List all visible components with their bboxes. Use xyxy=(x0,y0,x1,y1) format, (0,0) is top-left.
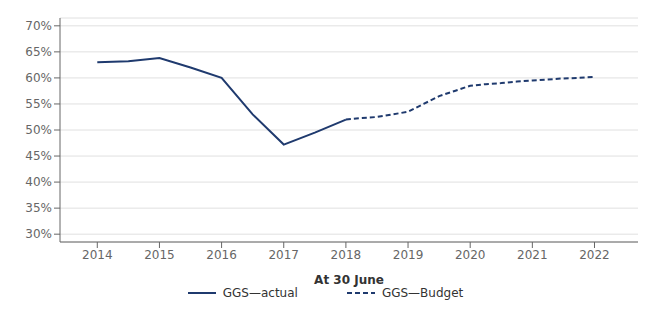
svg-text:40%: 40% xyxy=(25,175,52,189)
svg-text:50%: 50% xyxy=(25,123,52,137)
html-text:GGS—Budget: GGS—Budget xyxy=(381,286,464,300)
svg-text:55%: 55% xyxy=(25,97,52,111)
svg-text:2021: 2021 xyxy=(517,248,548,262)
svg-text:60%: 60% xyxy=(25,71,52,85)
svg-text:2019: 2019 xyxy=(393,248,424,262)
svg-text:2017: 2017 xyxy=(268,248,299,262)
svg-text:45%: 45% xyxy=(25,149,52,163)
svg-text:2016: 2016 xyxy=(206,248,237,262)
html-text:GGS—actual: GGS—actual xyxy=(222,286,298,300)
svg-text:70%: 70% xyxy=(25,19,52,33)
svg-text:30%: 30% xyxy=(25,227,52,241)
svg-text:2018: 2018 xyxy=(331,248,362,262)
svg-text:2015: 2015 xyxy=(144,248,175,262)
svg-text:65%: 65% xyxy=(25,45,52,59)
svg-text:2022: 2022 xyxy=(579,248,610,262)
svg-text:35%: 35% xyxy=(25,201,52,215)
svg-text:At 30 June: At 30 June xyxy=(314,273,384,287)
svg-text:2014: 2014 xyxy=(82,248,113,262)
svg-text:2020: 2020 xyxy=(455,248,486,262)
